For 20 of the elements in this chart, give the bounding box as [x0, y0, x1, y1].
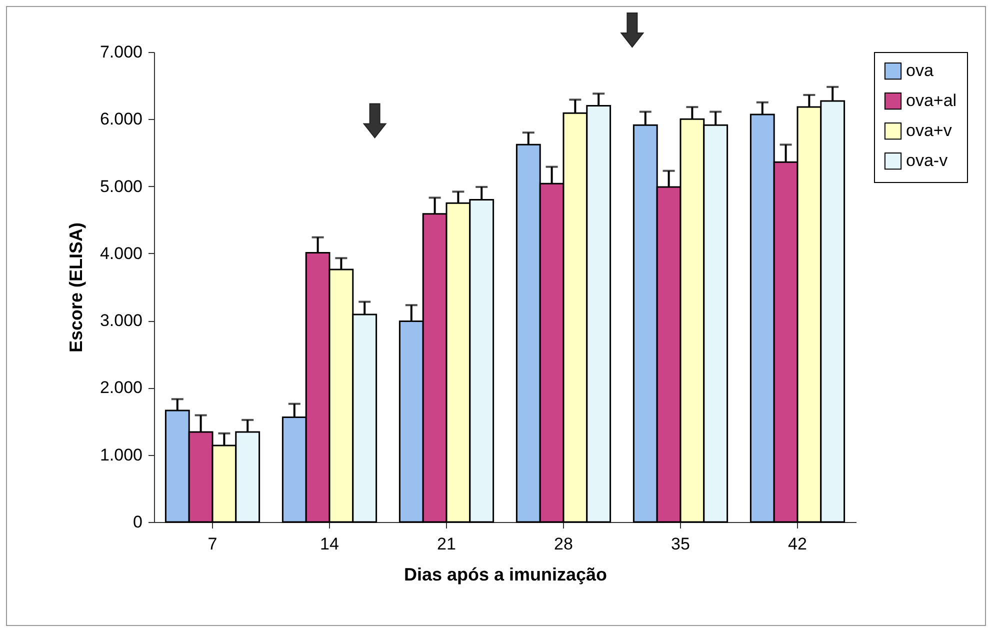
- y-tick-label: 1.000: [100, 445, 142, 464]
- x-tick-label: 28: [554, 534, 573, 554]
- legend-label: ova+al: [906, 91, 957, 110]
- legend-label: ova-v: [906, 151, 948, 170]
- y-tick-label: 5.000: [100, 176, 142, 196]
- x-tick-label: 35: [671, 534, 690, 554]
- y-tick-label: 3.000: [100, 311, 142, 330]
- x-axis-title: Dias após a imunização: [404, 564, 608, 584]
- y-tick-label: 0: [133, 512, 142, 532]
- y-tick-label: 2.000: [100, 378, 142, 398]
- x-tick-label: 14: [320, 534, 339, 554]
- y-tick-label: 6.000: [100, 110, 142, 129]
- x-tick-label: 7: [208, 534, 218, 554]
- y-tick-label: 7.000: [100, 42, 142, 62]
- x-tick-label: 21: [437, 534, 456, 554]
- x-tick-label: 42: [788, 534, 807, 554]
- legend-label: ova: [906, 61, 934, 80]
- y-tick-label: 4.000: [100, 244, 142, 263]
- legend-label: ova+v: [906, 121, 952, 140]
- y-axis-title: Escore (ELISA): [66, 222, 86, 353]
